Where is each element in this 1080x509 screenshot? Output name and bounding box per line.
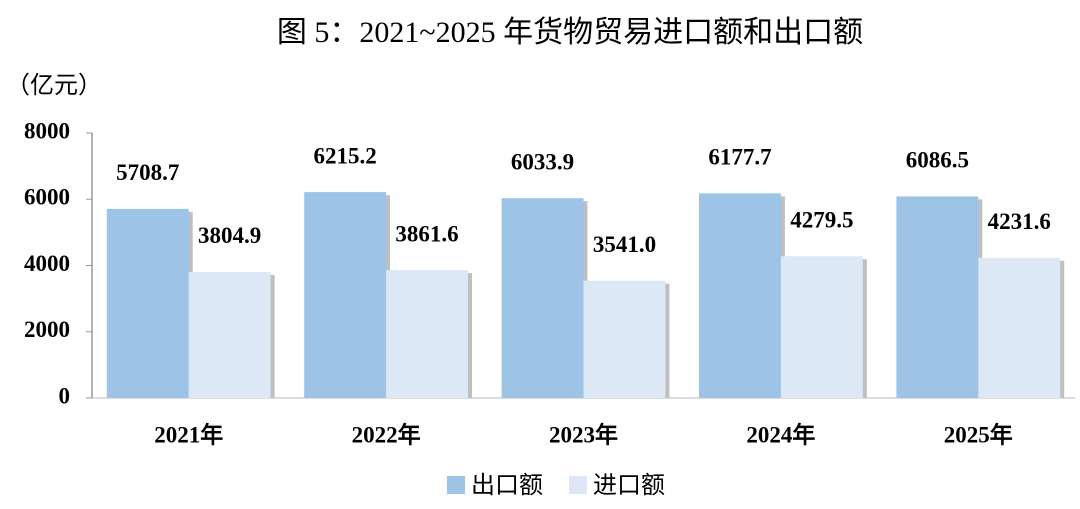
data-label: 3541.0 xyxy=(593,232,656,257)
bar xyxy=(583,280,666,398)
legend-label: 进口额 xyxy=(593,471,665,499)
data-label: 6215.2 xyxy=(314,143,377,168)
data-label: 3861.6 xyxy=(395,221,458,246)
y-axis-label: （亿元） xyxy=(6,71,102,99)
x-tick-label: 2023年 xyxy=(549,421,618,447)
data-label: 4279.5 xyxy=(790,208,853,233)
bar xyxy=(780,256,863,398)
y-tick-label: 0 xyxy=(59,383,71,408)
x-tick-label: 2022年 xyxy=(352,421,421,447)
bar xyxy=(698,193,781,398)
data-label: 5708.7 xyxy=(116,160,179,185)
bar xyxy=(304,192,387,398)
x-tick-label: 2025年 xyxy=(944,421,1013,447)
x-tick-label: 2024年 xyxy=(746,421,815,447)
y-tick-label: 8000 xyxy=(24,118,70,143)
bar xyxy=(386,270,469,398)
data-label: 6177.7 xyxy=(708,145,771,170)
x-tick-label: 2021年 xyxy=(154,421,223,447)
y-tick-label: 4000 xyxy=(24,251,70,276)
data-label: 6033.9 xyxy=(511,149,574,174)
y-tick-label: 2000 xyxy=(24,317,70,342)
bar xyxy=(978,257,1061,398)
bar xyxy=(501,198,584,398)
legend-label: 出口额 xyxy=(471,471,543,499)
bar xyxy=(896,196,979,398)
legend-swatch xyxy=(569,476,587,494)
data-label: 6086.5 xyxy=(906,148,969,173)
data-label: 3804.9 xyxy=(198,223,261,248)
legend-swatch xyxy=(447,476,465,494)
data-label: 4231.6 xyxy=(988,209,1051,234)
y-tick-label: 6000 xyxy=(24,185,70,210)
bar xyxy=(106,208,189,398)
bar xyxy=(188,271,271,398)
chart-title: 图 5：2021~2025 年货物贸易进口额和出口额 xyxy=(277,16,863,49)
